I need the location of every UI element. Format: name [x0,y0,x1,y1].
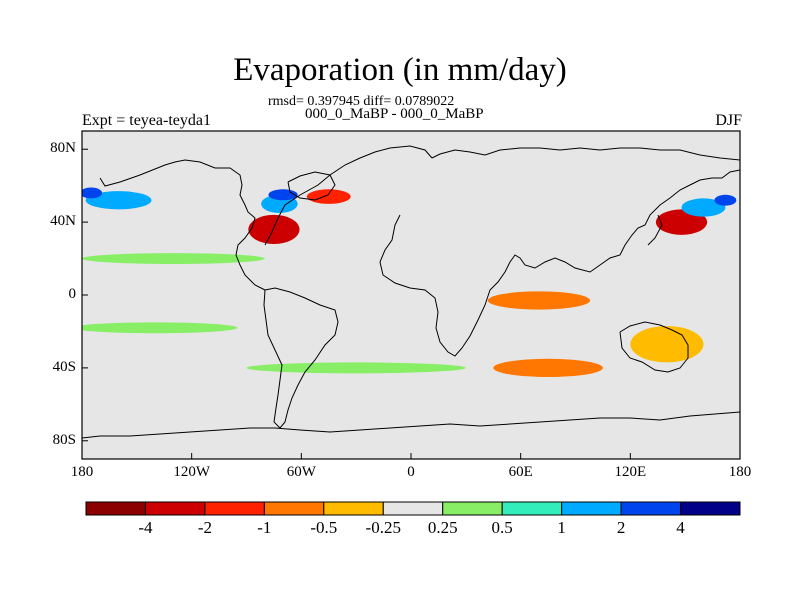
colorbar-label: 4 [676,518,685,537]
lon-tick-label: 120E [614,464,647,480]
colorbar-label: -0.5 [310,518,338,537]
coastline-north-america [99,159,266,291]
colorbar-swatch [263,501,325,516]
lon-tick-label: 120W [173,464,210,480]
colorbar-swatch [620,501,682,516]
colorbar-label: -4 [138,518,153,537]
colorbar-label: 0.25 [427,518,458,537]
field-anomaly-13 [246,362,466,374]
coastline-japan [647,214,663,246]
lon-tick-label: 180 [70,464,94,480]
lon-tick-label: 60W [286,464,316,480]
field-anomaly-6 [714,194,737,206]
season-label: DJF [715,112,742,129]
colorbar-swatch [501,501,563,516]
lat-tick-label: 0 [68,286,77,302]
field-anomaly-9 [493,358,603,377]
coastline-australia [619,321,689,373]
colorbar-swatch [144,501,206,516]
axis-ticks [81,148,741,459]
coastline-europe-africa [379,169,740,357]
coastline-asia-north [431,147,740,161]
colorbar-label: 0.5 [491,518,513,537]
coastlines [82,145,740,439]
lat-tick-label: 80N [50,140,76,157]
lat-tick-label: 40S [52,358,76,375]
lon-tick-label: 180 [728,464,752,480]
map-background [82,131,740,459]
coastline-greenland [287,171,336,201]
lat-tick-label: 80S [52,431,76,448]
colorbar-label: -2 [197,518,212,537]
map-subtitle: 000_0_MaBP - 000_0_MaBP [305,106,484,122]
colorbar-swatch [680,501,741,516]
field-anomaly-0 [248,214,300,244]
colorbar-swatch [85,501,146,516]
colorbar-swatch [323,501,384,516]
colorbar-swatch [382,501,444,516]
map-plot-area [82,131,740,459]
field-anomaly-8 [82,187,103,199]
colorbar-swatch [561,501,622,516]
lat-tick-label: 40N [50,213,76,230]
coastline-north-atlantic [264,145,433,246]
experiment-label: Expt = teyea-teyda1 [82,112,211,129]
field-anomaly-14 [82,253,265,265]
field-anomaly-11 [630,325,704,363]
field-anomaly-3 [268,189,298,201]
field-anomaly-10 [487,291,591,310]
field-anomaly-7 [85,191,152,210]
colorbar-label: 2 [616,518,626,537]
map-title: Evaporation (in mm/day) [233,52,567,88]
field-anomaly-1 [306,189,351,204]
evaporation-field [82,187,737,377]
coastline-antarctica [82,411,740,439]
colorbar [85,501,741,516]
stats-text: rmsd= 0.397945 diff= 0.0789022 [268,94,455,109]
colorbar-label: -1 [257,518,272,537]
field-anomaly-5 [681,198,726,217]
coastline-south-america [263,287,339,429]
lon-tick-label: 0 [407,464,415,480]
field-anomaly-12 [82,322,238,334]
colorbar-swatch [442,501,503,516]
colorbar-label: -0.25 [365,518,401,537]
colorbar-label: 1 [557,518,566,537]
colorbar-swatch [204,501,265,516]
lon-tick-label: 60E [508,464,533,480]
